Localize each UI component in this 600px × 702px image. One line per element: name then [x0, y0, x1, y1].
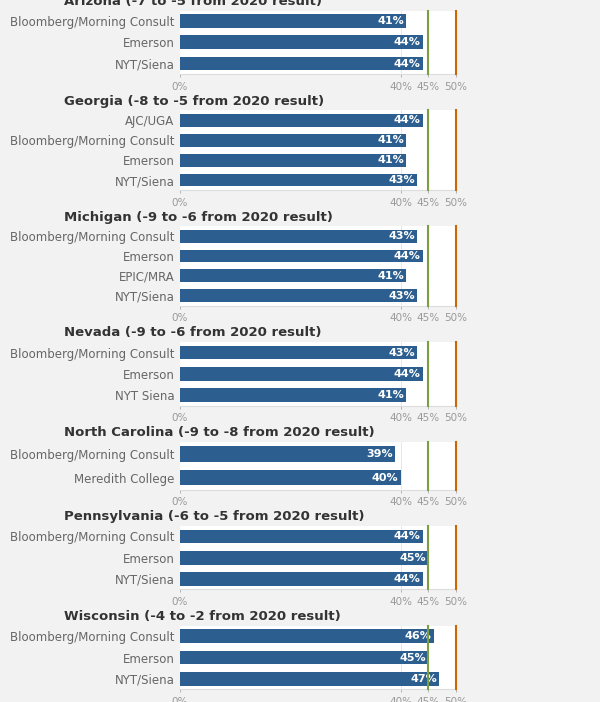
Text: 44%: 44%: [394, 369, 421, 379]
Text: 45%: 45%: [400, 653, 426, 663]
Bar: [180, 134, 406, 147]
Text: Wisconsin (-4 to -2 from 2020 result): Wisconsin (-4 to -2 from 2020 result): [64, 610, 341, 623]
Bar: [180, 630, 434, 643]
Bar: [180, 270, 406, 282]
Bar: [180, 651, 428, 664]
Bar: [180, 57, 423, 70]
Text: 41%: 41%: [377, 271, 404, 281]
Text: Arizona (-7 to -5 from 2020 result): Arizona (-7 to -5 from 2020 result): [64, 0, 322, 8]
Text: 41%: 41%: [377, 155, 404, 165]
Bar: [180, 114, 423, 127]
Bar: [180, 173, 418, 187]
Text: 43%: 43%: [389, 175, 415, 185]
Text: Michigan (-9 to -6 from 2020 result): Michigan (-9 to -6 from 2020 result): [64, 211, 333, 224]
Text: 44%: 44%: [394, 37, 421, 47]
Bar: [180, 470, 401, 485]
Bar: [180, 230, 418, 243]
Bar: [180, 289, 418, 303]
Text: 41%: 41%: [377, 16, 404, 26]
Bar: [180, 154, 406, 166]
Bar: [180, 572, 423, 585]
Bar: [180, 388, 406, 402]
Text: 44%: 44%: [394, 251, 421, 261]
Bar: [180, 345, 418, 359]
Text: 44%: 44%: [394, 115, 421, 126]
Text: 47%: 47%: [410, 674, 437, 684]
Text: Georgia (-8 to -5 from 2020 result): Georgia (-8 to -5 from 2020 result): [64, 95, 324, 108]
Text: 45%: 45%: [400, 552, 426, 563]
Bar: [180, 250, 423, 263]
Text: North Carolina (-9 to -8 from 2020 result): North Carolina (-9 to -8 from 2020 resul…: [64, 426, 375, 439]
Bar: [180, 672, 439, 686]
Bar: [180, 529, 423, 543]
Text: 44%: 44%: [394, 531, 421, 541]
Text: 41%: 41%: [377, 135, 404, 145]
Text: 41%: 41%: [377, 390, 404, 400]
Text: 43%: 43%: [389, 231, 415, 241]
Text: Pennsylvania (-6 to -5 from 2020 result): Pennsylvania (-6 to -5 from 2020 result): [64, 510, 365, 523]
Bar: [180, 446, 395, 461]
Text: 43%: 43%: [389, 291, 415, 300]
Text: 44%: 44%: [394, 58, 421, 69]
Bar: [180, 36, 423, 49]
Text: 44%: 44%: [394, 574, 421, 584]
Text: Nevada (-9 to -6 from 2020 result): Nevada (-9 to -6 from 2020 result): [64, 326, 322, 340]
Bar: [180, 551, 428, 564]
Text: 46%: 46%: [405, 631, 432, 642]
Bar: [180, 367, 423, 380]
Text: 39%: 39%: [367, 449, 393, 459]
Text: 40%: 40%: [372, 472, 398, 483]
Bar: [180, 14, 406, 28]
Text: 43%: 43%: [389, 347, 415, 357]
